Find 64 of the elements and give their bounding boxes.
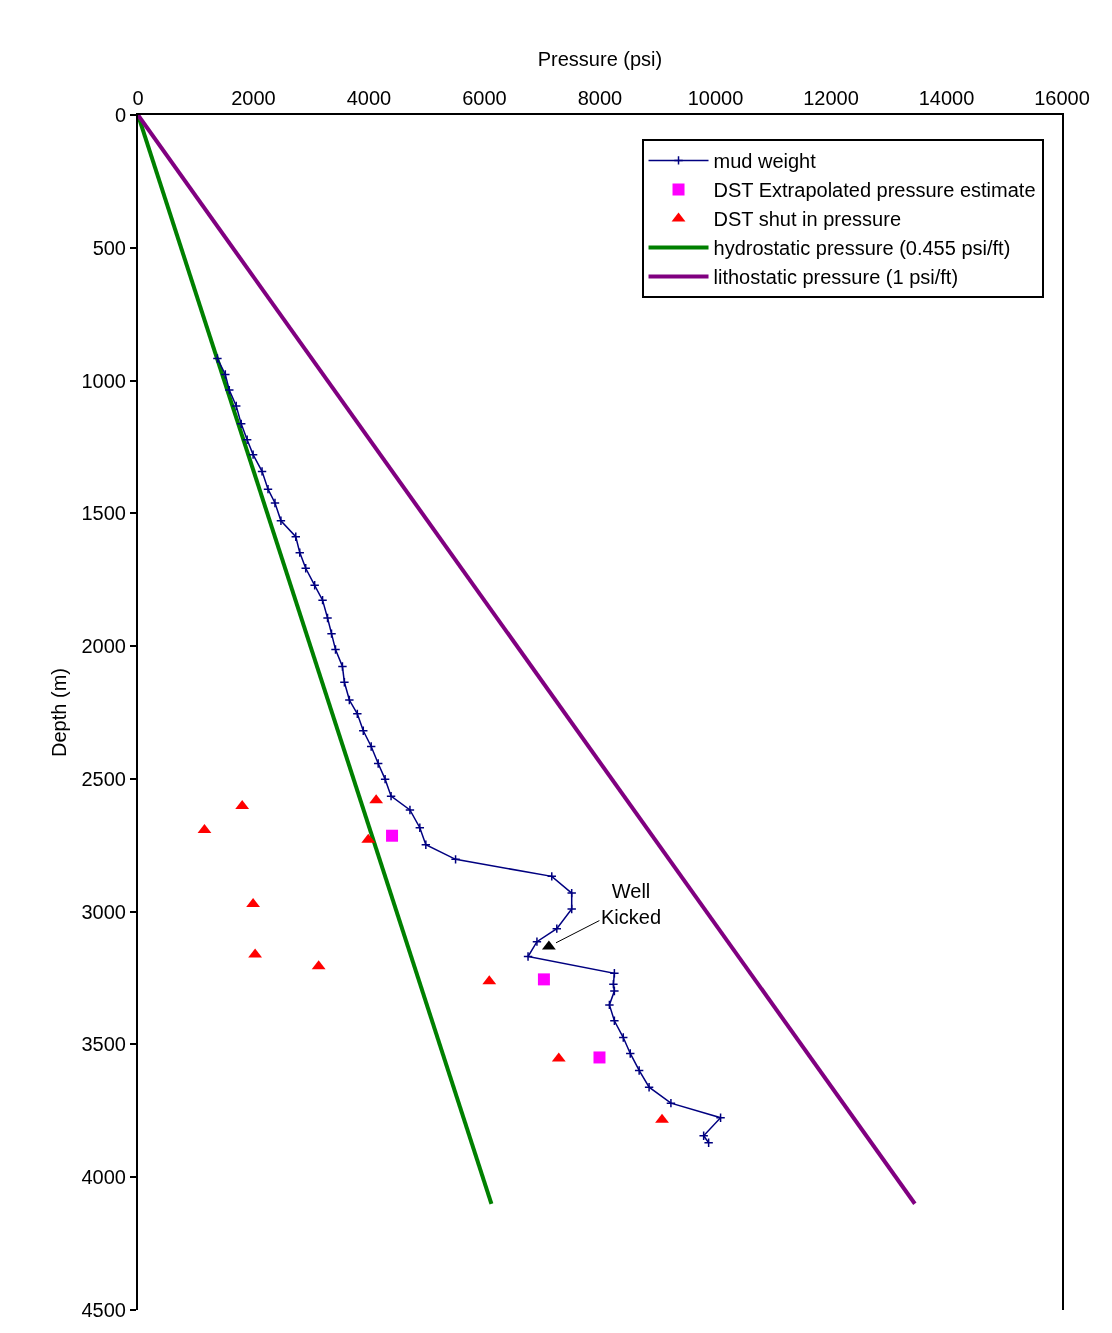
- x-tick-label: 8000: [577, 87, 623, 109]
- legend-label: hydrostatic pressure (0.455 psi/ft): [713, 237, 1011, 260]
- legend-label: DST shut in pressure: [713, 208, 902, 231]
- point: [551, 923, 562, 934]
- point: [317, 595, 328, 606]
- point: [609, 1015, 620, 1026]
- point: [546, 871, 557, 882]
- point: [236, 418, 247, 429]
- point: [352, 708, 363, 719]
- point: [248, 449, 259, 460]
- point: [604, 999, 615, 1010]
- point: [609, 986, 620, 997]
- x-tick-label: 14000: [918, 87, 975, 109]
- y-tick-label: 2500: [81, 767, 126, 790]
- point: [339, 677, 350, 688]
- x-tick-label: 0: [132, 87, 144, 109]
- point: [263, 484, 273, 495]
- y-tick-label: 4000: [81, 1166, 126, 1189]
- point: [608, 979, 619, 990]
- annotation: Well Kicked: [601, 880, 662, 928]
- point: [373, 758, 384, 769]
- legend-label: mud weight: [713, 150, 817, 173]
- point: [242, 434, 253, 445]
- x-tick-label: 4000: [346, 87, 392, 109]
- x-tick-label: 10000: [687, 87, 744, 109]
- y-tick-label: 0: [114, 104, 126, 126]
- point: [414, 822, 425, 833]
- point: [231, 401, 242, 411]
- point: [420, 839, 431, 850]
- x-tick-label: 6000: [462, 87, 507, 109]
- point: [665, 1098, 676, 1109]
- point: [322, 613, 333, 623]
- y-tick-label: 3000: [81, 900, 126, 923]
- legend-label: DST Extrapolated pressure estimate: [713, 179, 1036, 202]
- x-tick-label: 16000: [1034, 87, 1090, 109]
- point: [404, 805, 415, 815]
- point: [380, 774, 391, 785]
- point: [644, 1082, 655, 1093]
- point: [257, 466, 267, 477]
- point: [386, 829, 399, 842]
- point: [593, 1051, 606, 1064]
- point: [386, 791, 397, 802]
- y-tick-label: 1500: [81, 502, 126, 525]
- point: [537, 973, 550, 986]
- point: [224, 385, 235, 396]
- point: [634, 1065, 645, 1076]
- point: [344, 695, 355, 705]
- point: [294, 547, 305, 558]
- point: [366, 741, 377, 752]
- point: [531, 936, 542, 947]
- x-tick-label: 12000: [803, 87, 859, 109]
- legend-label: lithostatic pressure (1 psi/ft): [713, 266, 959, 289]
- point: [523, 951, 533, 962]
- y-tick-label: 1000: [81, 369, 126, 392]
- y-tick-label: 2000: [81, 635, 126, 658]
- y-tick-label: 500: [92, 236, 126, 259]
- y-axis-title: Depth (m): [47, 668, 70, 757]
- y-tick-label: 3500: [81, 1033, 126, 1056]
- x-tick-label: 2000: [231, 87, 276, 109]
- point: [270, 498, 280, 508]
- point: [275, 515, 286, 526]
- x-axis-title: Pressure (psi): [537, 48, 663, 70]
- point: [655, 1113, 669, 1123]
- y-tick-label: 4500: [81, 1299, 126, 1321]
